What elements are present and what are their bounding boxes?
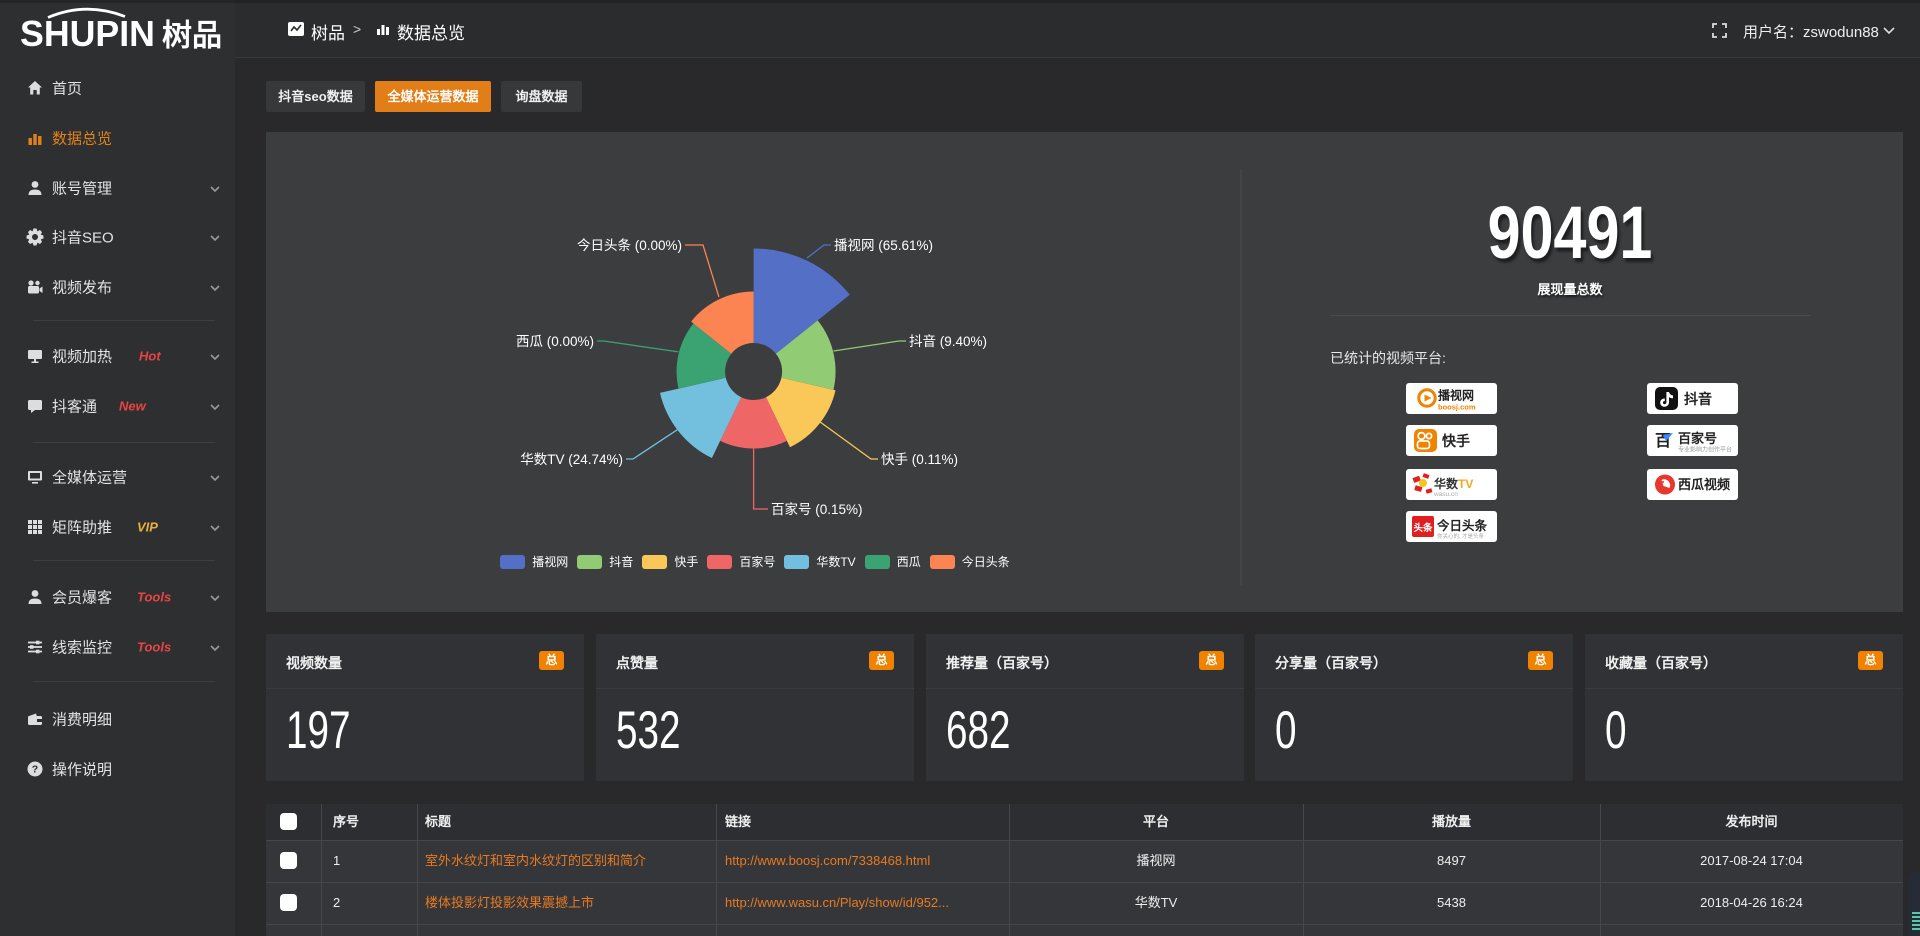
- svg-text:你关心的, 才是头条: 你关心的, 才是头条: [1437, 532, 1485, 540]
- svg-text:西瓜视频: 西瓜视频: [1678, 477, 1730, 492]
- svg-text:百家号: 百家号: [1678, 431, 1717, 446]
- svg-text:西瓜 (0.00%): 西瓜 (0.00%): [516, 334, 594, 349]
- svg-text:树品: 树品: [162, 20, 222, 52]
- svg-text:播视网 (65.61%): 播视网 (65.61%): [834, 238, 933, 253]
- svg-text:华数TV: 华数TV: [1434, 476, 1473, 491]
- svg-text:wasu.cn: wasu.cn: [1433, 491, 1458, 498]
- svg-text:快手 (0.11%): 快手 (0.11%): [881, 452, 958, 467]
- svg-text:百家号 (0.15%): 百家号 (0.15%): [771, 501, 863, 517]
- svg-text:SHUPIN: SHUPIN: [20, 13, 155, 51]
- svg-text:?: ?: [32, 764, 38, 776]
- svg-text:抖音 (9.40%): 抖音 (9.40%): [909, 333, 987, 349]
- svg-text:今日头条 (0.00%): 今日头条 (0.00%): [577, 237, 682, 253]
- svg-text:boosj.com: boosj.com: [1438, 403, 1476, 412]
- svg-text:华数TV (24.74%): 华数TV (24.74%): [520, 452, 623, 467]
- svg-text:专业影响力创作平台: 专业影响力创作平台: [1678, 446, 1732, 454]
- svg-text:今日头条: 今日头条: [1436, 518, 1488, 533]
- svg-text:抖音: 抖音: [1684, 391, 1712, 407]
- svg-text:播视网: 播视网: [1438, 388, 1474, 403]
- svg-text:头条: 头条: [1413, 522, 1433, 534]
- svg-text:快手: 快手: [1442, 433, 1470, 449]
